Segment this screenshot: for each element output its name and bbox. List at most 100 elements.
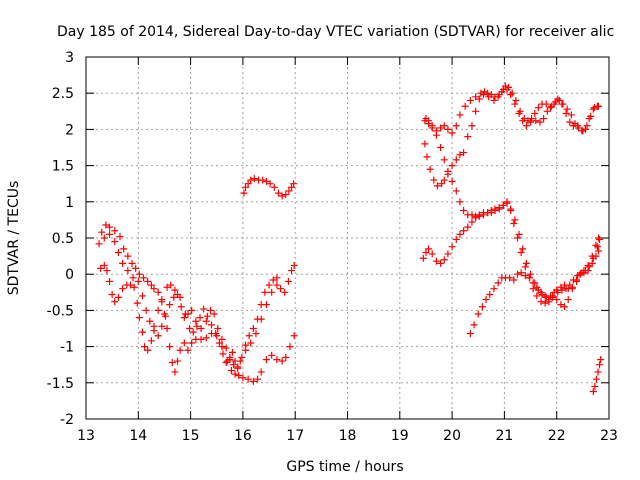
x-tick-label: 20 [443, 428, 461, 444]
data-point [170, 293, 178, 301]
data-point [487, 209, 495, 217]
data-point [240, 189, 248, 197]
data-point [512, 96, 520, 104]
data-point [188, 306, 196, 314]
data-point [95, 240, 103, 248]
data-point [593, 243, 601, 251]
data-point [589, 387, 597, 395]
data-point [440, 176, 448, 184]
data-point [537, 288, 545, 296]
data-point [521, 272, 529, 280]
data-point [472, 107, 480, 115]
data-point [249, 377, 257, 385]
data-point [543, 107, 551, 115]
data-point [259, 176, 267, 184]
data-point [432, 257, 440, 265]
data-point [513, 234, 521, 242]
data-point [202, 317, 210, 325]
data-point [284, 277, 292, 285]
data-point [266, 180, 274, 188]
data-point [231, 370, 239, 378]
data-point [541, 299, 549, 307]
data-point [252, 330, 260, 338]
y-tick-label: -1 [60, 340, 74, 356]
data-point [549, 292, 557, 300]
data-point [222, 359, 230, 367]
data-point [116, 233, 124, 241]
data-point [501, 82, 509, 90]
data-point [215, 339, 223, 347]
data-point [593, 102, 601, 110]
data-point [142, 306, 150, 314]
data-point [536, 118, 544, 126]
data-point [515, 109, 523, 117]
data-point [238, 353, 246, 361]
data-point [561, 281, 569, 289]
data-point [226, 353, 234, 361]
data-point [166, 301, 174, 309]
data-point [596, 235, 604, 243]
data-point [425, 245, 433, 253]
data-point [154, 288, 162, 296]
data-point [527, 118, 535, 126]
data-point [510, 276, 518, 284]
data-point [210, 310, 218, 318]
data-point [422, 248, 430, 256]
data-point [124, 267, 132, 275]
data-point [425, 117, 433, 125]
data-point [285, 187, 293, 195]
data-point [567, 111, 575, 119]
data-point [163, 283, 171, 291]
data-point [526, 274, 534, 282]
data-point [531, 109, 539, 117]
data-point [472, 93, 480, 101]
data-point [214, 325, 222, 332]
data-point [491, 93, 499, 101]
axes [85, 56, 610, 420]
data-point [242, 183, 250, 191]
data-point [290, 180, 298, 188]
data-point [100, 234, 108, 242]
data-point [494, 279, 502, 287]
data-point [250, 175, 258, 183]
data-point [114, 248, 122, 256]
data-point [466, 96, 474, 104]
data-point [288, 267, 296, 275]
data-point [257, 301, 265, 309]
data-point [437, 144, 445, 151]
data-point [144, 277, 152, 285]
data-point [108, 290, 116, 298]
data-point [464, 133, 472, 141]
data-point [580, 269, 588, 277]
data-point [507, 91, 515, 99]
data-point [150, 285, 158, 293]
data-point [188, 339, 196, 347]
data-point [558, 100, 566, 108]
data-point [197, 335, 205, 343]
data-point [203, 312, 211, 320]
data-point [456, 151, 464, 159]
data-point [495, 204, 503, 212]
data-point [141, 343, 149, 351]
data-point [244, 375, 252, 383]
data-point [503, 198, 511, 206]
data-point [506, 274, 514, 282]
data-point [590, 104, 598, 112]
data-point [273, 274, 281, 282]
data-point [440, 156, 448, 164]
data-point [507, 206, 515, 214]
data-point [503, 86, 511, 94]
data-point [163, 325, 171, 332]
data-point [452, 122, 460, 130]
data-point [268, 351, 276, 359]
data-point [171, 368, 179, 376]
data-point [585, 263, 593, 271]
data-point [444, 125, 452, 133]
data-point [111, 238, 119, 246]
data-point [154, 332, 162, 340]
data-point [428, 122, 436, 130]
data-point [533, 283, 541, 291]
data-point [106, 223, 114, 231]
data-point [470, 321, 478, 329]
data-point [257, 368, 265, 376]
